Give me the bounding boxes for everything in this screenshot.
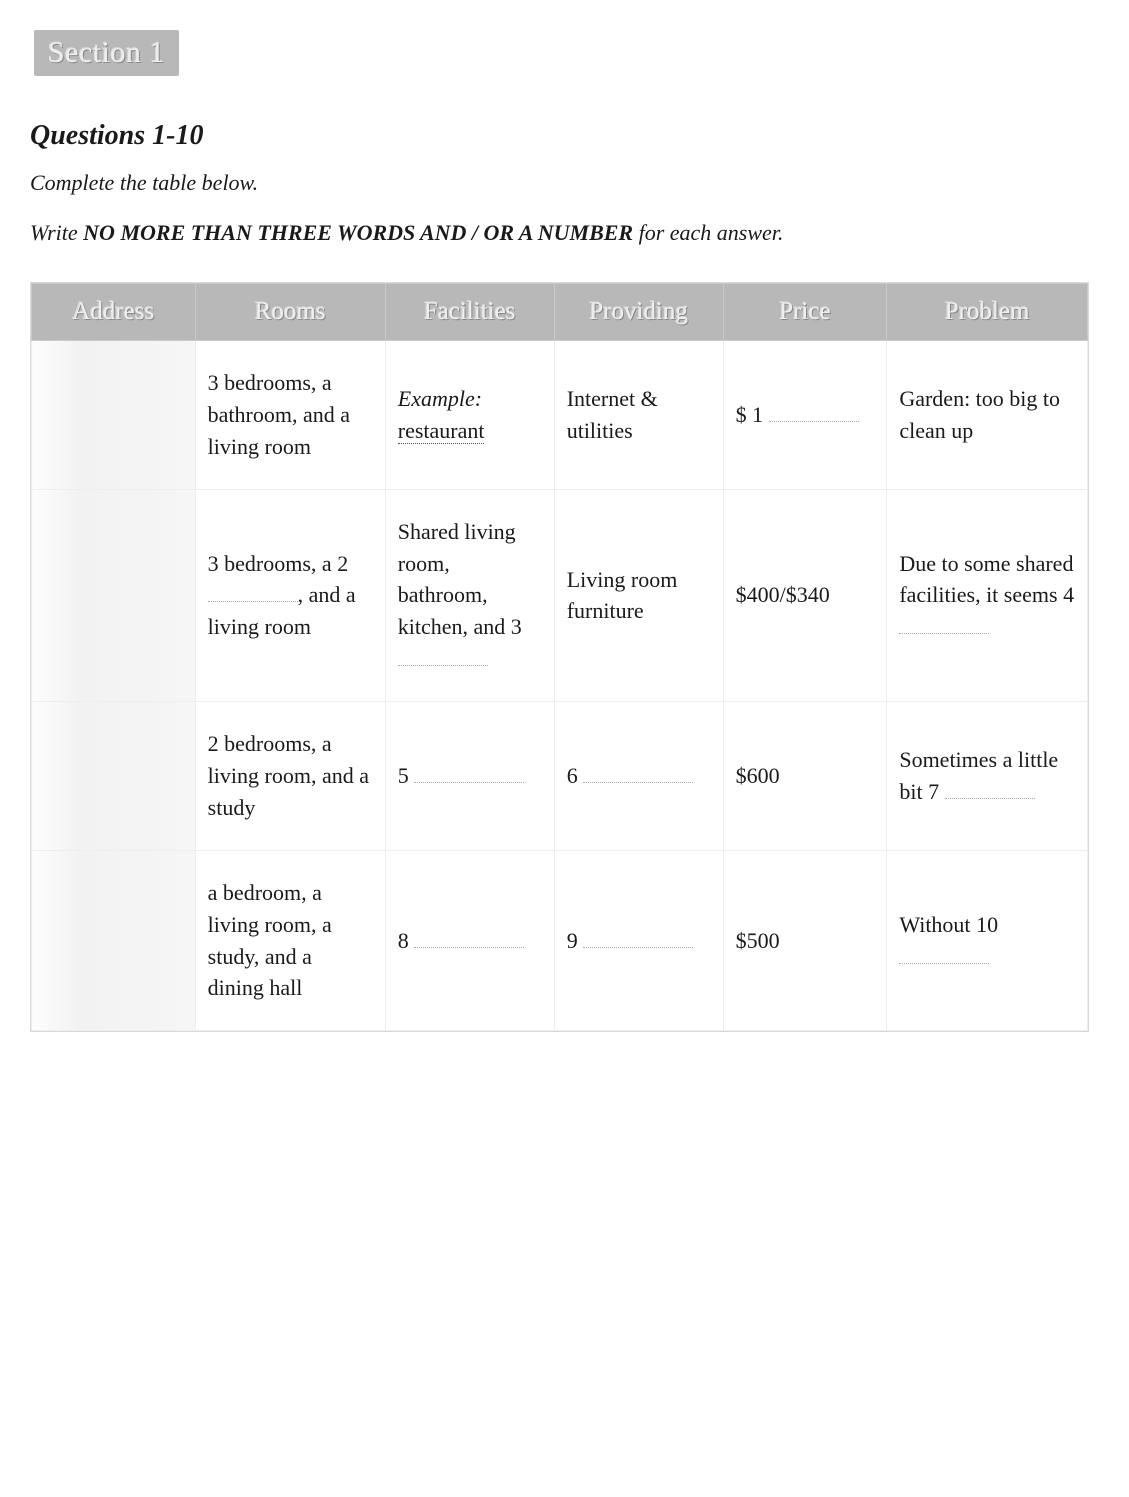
cell-rooms: 3 bedrooms, a 2 , and a living room [195, 489, 385, 701]
page-root: Section 1 Questions 1-10 Complete the ta… [0, 0, 1129, 1497]
col-providing: Providing [554, 284, 723, 341]
table-wrap: Address Rooms Facilities Providing Price… [30, 282, 1089, 1032]
cell-providing: 6 [554, 702, 723, 851]
cell-address [32, 489, 196, 701]
col-address: Address [32, 284, 196, 341]
example-answer: restaurant [398, 418, 485, 444]
cell-problem: Due to some shared facilities, it seems … [887, 489, 1088, 701]
answer-blank[interactable] [414, 925, 524, 948]
blank-number: 1 [752, 402, 763, 427]
answer-blank[interactable] [414, 760, 524, 783]
cell-price: $600 [723, 702, 887, 851]
table-header-row: Address Rooms Facilities Providing Price… [32, 284, 1088, 341]
cell-problem: Without 10 [887, 850, 1088, 1031]
questions-heading: Questions 1-10 [30, 120, 1089, 152]
cell-providing: Living room furniture [554, 489, 723, 701]
instruction-line-2: Write NO MORE THAN THREE WORDS AND / OR … [30, 220, 1089, 246]
price-prefix: $ [736, 402, 753, 427]
blank-number: 8 [398, 928, 409, 953]
cell-rooms: a bedroom, a living room, a study, and a… [195, 850, 385, 1031]
blank-number: 2 [337, 551, 348, 576]
cell-problem: Sometimes a little bit 7 [887, 702, 1088, 851]
instruction-emph: NO MORE THAN THREE WORDS AND / OR A NUMB… [83, 220, 633, 245]
table-row: 3 bedrooms, a 2 , and a living room Shar… [32, 489, 1088, 701]
facilities-pre: Shared living room, bathroom, kitchen, a… [398, 519, 516, 640]
blank-number: 5 [398, 763, 409, 788]
answer-table: Address Rooms Facilities Providing Price… [31, 283, 1088, 1031]
answer-blank[interactable] [398, 643, 488, 666]
blank-number: 3 [511, 614, 522, 639]
blank-number: 7 [928, 779, 939, 804]
col-facilities: Facilities [385, 284, 554, 341]
cell-address [32, 850, 196, 1031]
cell-providing: Internet & utilities [554, 341, 723, 490]
blank-number: 6 [567, 763, 578, 788]
cell-facilities: Example: restaurant [385, 341, 554, 490]
instruction-post: for each answer. [633, 220, 783, 245]
answer-blank[interactable] [583, 925, 693, 948]
blank-number: 9 [567, 928, 578, 953]
table-row: 3 bedrooms, a bathroom, and a living roo… [32, 341, 1088, 490]
answer-blank[interactable] [899, 611, 989, 634]
answer-blank[interactable] [583, 760, 693, 783]
instruction-pre: Write [30, 220, 83, 245]
cell-address [32, 702, 196, 851]
instruction-line-1: Complete the table below. [30, 170, 1089, 196]
problem-pre: Due to some shared facilities, it seems [899, 551, 1073, 608]
cell-rooms: 3 bedrooms, a bathroom, and a living roo… [195, 341, 385, 490]
blank-number: 4 [1063, 582, 1074, 607]
answer-blank[interactable] [945, 776, 1035, 799]
col-price: Price [723, 284, 887, 341]
col-rooms: Rooms [195, 284, 385, 341]
example-label: Example: [398, 386, 482, 411]
cell-price: $400/$340 [723, 489, 887, 701]
cell-price: $ 1 [723, 341, 887, 490]
blank-number: 10 [976, 912, 998, 937]
cell-facilities: 5 [385, 702, 554, 851]
cell-problem: Garden: too big to clean up [887, 341, 1088, 490]
answer-blank[interactable] [899, 941, 989, 964]
cell-price: $500 [723, 850, 887, 1031]
cell-facilities: 8 [385, 850, 554, 1031]
answer-blank[interactable] [208, 579, 298, 602]
cell-address [32, 341, 196, 490]
table-row: 2 bedrooms, a living room, and a study 5… [32, 702, 1088, 851]
col-problem: Problem [887, 284, 1088, 341]
cell-rooms: 2 bedrooms, a living room, and a study [195, 702, 385, 851]
table-row: a bedroom, a living room, a study, and a… [32, 850, 1088, 1031]
section-tag: Section 1 [34, 30, 179, 76]
cell-facilities: Shared living room, bathroom, kitchen, a… [385, 489, 554, 701]
answer-blank[interactable] [769, 399, 859, 422]
problem-pre: Without [899, 912, 976, 937]
cell-providing: 9 [554, 850, 723, 1031]
rooms-pre: 3 bedrooms, a [208, 551, 338, 576]
